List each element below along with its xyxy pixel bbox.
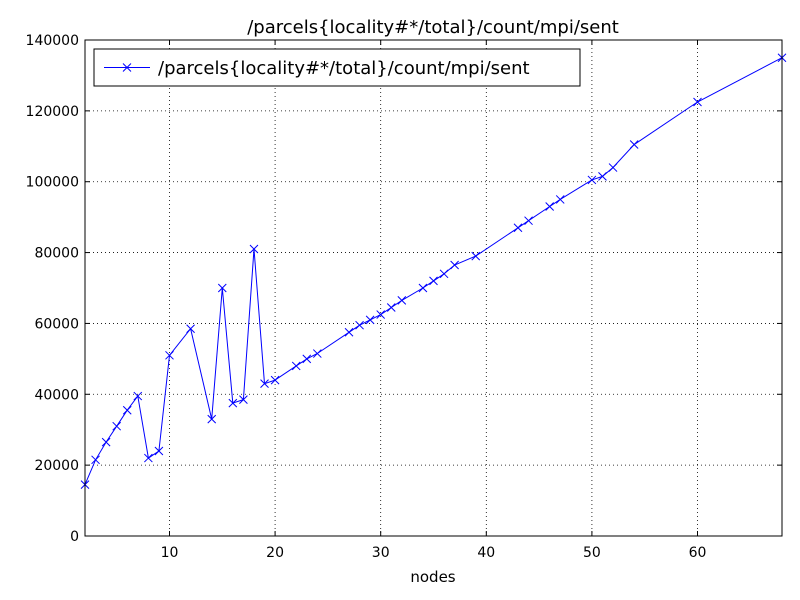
x-tick-label: 50 [583,545,601,561]
data-point-marker [598,172,607,181]
y-tick-label: 20000 [34,458,79,474]
y-tick-label: 40000 [34,387,79,403]
data-point-marker [122,405,132,415]
data-point-marker [418,283,428,293]
data-point-marker [186,324,195,334]
data-point-marker [471,251,481,261]
x-tick-label: 60 [689,545,707,561]
data-point-marker [365,315,375,325]
data-point-marker [112,421,122,431]
data-point-marker [260,379,269,389]
data-point-marker [228,398,238,408]
legend: /parcels{locality#*/total}/count/mpi/sen… [93,48,581,87]
data-point-marker [355,320,364,330]
y-tick-label: 140000 [26,33,79,49]
data-point-marker [524,216,533,226]
data-point-marker [101,437,111,447]
data-point-marker [587,175,597,185]
series-layer [80,53,787,489]
axis-ticks: 10 20 30 40 50 60 0 20000 40000 60000 80000 100000 1… [26,33,782,561]
data-point-marker [239,395,248,404]
data-point-marker [302,354,312,364]
data-point-marker [555,195,565,204]
data-point-marker [154,446,164,456]
data-point-marker [207,414,217,424]
data-point-marker [270,375,280,385]
data-point-marker [91,455,100,465]
chart-title: /parcels{locality#*/total}/count/mpi/sen… [247,17,619,38]
data-point-marker [291,361,301,371]
data-point-marker [513,223,523,233]
y-tick-label: 60000 [34,316,79,332]
legend-box [93,48,581,87]
data-point-marker [144,453,153,463]
data-point-marker [344,327,354,337]
legend-label: /parcels{locality#*/total}/count/mpi/sen… [158,58,530,79]
data-point-marker [249,244,259,254]
x-tick-label: 10 [161,545,179,561]
y-tick-label: 0 [70,529,79,545]
x-tick-label: 20 [266,545,284,561]
data-point-marker [376,310,386,319]
plot-frame [84,39,783,537]
data-point-marker [397,296,407,305]
y-tick-label: 80000 [34,246,79,262]
data-point-marker [545,202,555,211]
grid [85,40,782,536]
x-axis-label: nodes [410,568,455,586]
x-tick-label: 30 [372,545,390,561]
data-point-marker [693,97,702,107]
data-point-marker [429,276,438,286]
data-point-marker [165,350,174,360]
data-point-marker [386,303,396,312]
data-point-marker [439,269,449,279]
data-point-marker [629,140,639,149]
legend-marker-sample [122,63,132,72]
data-point-marker [217,283,227,293]
data-point-marker [608,163,618,172]
data-point-marker [312,349,322,358]
x-tick-label: 40 [477,545,495,561]
data-point-marker [450,260,459,270]
y-tick-label: 120000 [26,104,79,120]
data-point-marker [133,391,143,401]
y-tick-label: 100000 [26,175,79,191]
